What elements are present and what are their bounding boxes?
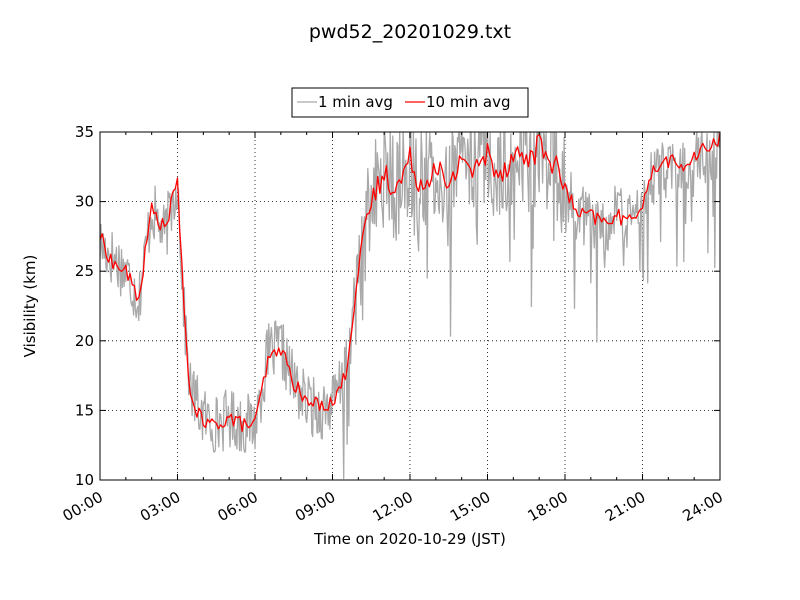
series-line-1-min-avg: [100, 132, 720, 480]
legend-entry-1-min-avg: 1 min avg: [318, 93, 393, 111]
y-tick-label: 25: [75, 262, 94, 280]
x-tick-label: 18:00: [525, 488, 571, 525]
y-tick-label: 10: [75, 471, 94, 489]
x-tick-label: 06:00: [215, 488, 261, 525]
legend: 1 min avg 10 min avg: [291, 87, 529, 118]
x-tick-label: 15:00: [447, 488, 493, 525]
y-tick-label: 30: [75, 193, 94, 211]
x-tick-label: 21:00: [602, 488, 648, 525]
x-tick-label: 03:00: [137, 488, 183, 525]
x-axis-label: Time on 2020-10-29 (JST): [313, 530, 506, 548]
y-axis-label: Visibility (km): [21, 255, 39, 358]
y-tick-label: 20: [75, 332, 94, 350]
legend-box: [291, 87, 529, 118]
x-tick-label: 24:00: [680, 488, 726, 525]
x-tick-label: 09:00: [292, 488, 338, 525]
x-tick-label: 00:00: [60, 488, 106, 525]
legend-entry-10-min-avg: 10 min avg: [426, 93, 511, 111]
y-tick-label: 35: [75, 123, 94, 141]
y-tick-label: 15: [75, 401, 94, 419]
chart-title: pwd52_20201029.txt: [309, 21, 511, 43]
series-layer: [100, 132, 720, 480]
series-line-10-min-avg: [100, 132, 720, 433]
x-tick-label: 12:00: [370, 488, 416, 525]
